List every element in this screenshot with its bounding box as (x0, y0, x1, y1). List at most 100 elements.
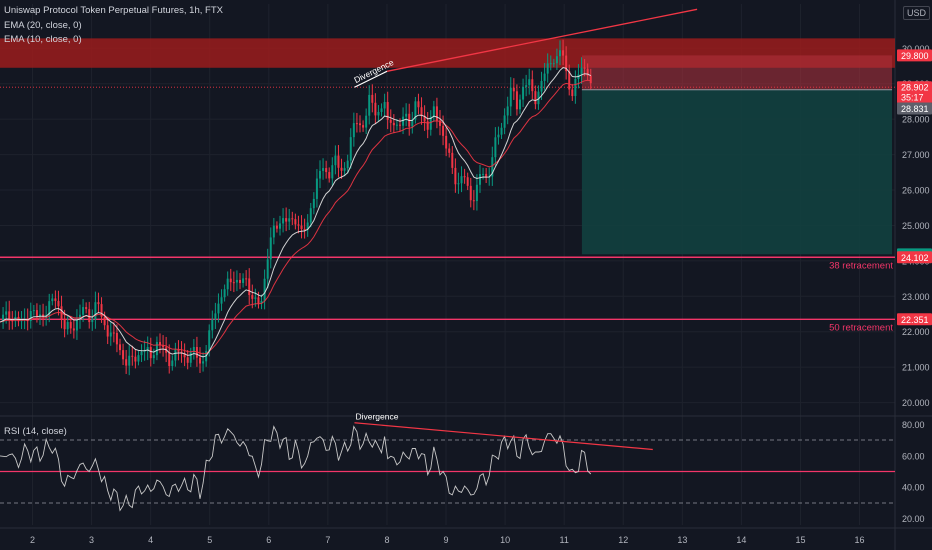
axes: 20.00021.00022.00023.00024.00025.00026.0… (30, 44, 932, 545)
candle-body (478, 173, 481, 185)
candle-body (318, 170, 321, 179)
candle-body (63, 318, 66, 330)
candle-body (208, 330, 211, 352)
candle-body (331, 165, 334, 179)
price-tick-label: 28.000 (902, 115, 930, 125)
candle-body (583, 67, 586, 69)
candle-body (232, 282, 235, 284)
legend-ema20[interactable]: EMA (20, close, 0) (4, 20, 82, 31)
candle-body (546, 63, 549, 74)
candle-body (88, 309, 91, 323)
candle-body (405, 113, 408, 117)
candle-body (358, 123, 361, 126)
candle-body (580, 67, 583, 75)
price-label-tag (897, 313, 932, 326)
candle-body (432, 106, 435, 117)
candle-body (509, 87, 512, 107)
candle-body (171, 360, 174, 367)
candle-body (235, 279, 238, 283)
candle-body (189, 352, 192, 363)
candle-body (518, 99, 521, 110)
candle-body (402, 116, 405, 126)
candle-body (325, 168, 328, 173)
price-tick-label: 27.000 (902, 150, 930, 160)
chart-title: Uniswap Protocol Token Perpetual Futures… (4, 5, 223, 16)
candle-body (109, 332, 112, 337)
price-tick-label: 22.000 (902, 327, 930, 337)
candle-body (565, 55, 568, 72)
candle-body (457, 183, 460, 185)
candle-body (106, 325, 109, 337)
candle-body (525, 85, 528, 87)
candle-body (140, 351, 143, 356)
candle-body (211, 319, 214, 331)
time-tick-label: 4 (148, 535, 153, 545)
currency-badge[interactable]: USD (903, 6, 931, 20)
candle-body (54, 298, 57, 301)
rsi-tick-label: 40.00 (902, 483, 925, 493)
candle-body (82, 307, 85, 315)
price-label-tag (897, 91, 932, 104)
candle-body (306, 222, 309, 230)
candle-body (506, 106, 509, 116)
candle-body (263, 278, 266, 302)
time-tick-label: 11 (560, 535, 569, 545)
price-tick-label: 21.000 (902, 363, 930, 373)
candle-body (463, 176, 466, 178)
candle-body (485, 173, 488, 178)
candle-body (512, 87, 515, 92)
time-tick-label: 16 (855, 535, 865, 545)
candle-body (377, 111, 380, 116)
time-tick-label: 10 (500, 535, 510, 545)
legend-ema10[interactable]: EMA (10, close, 0) (4, 34, 82, 45)
candle-body (112, 332, 115, 334)
candle-body (322, 168, 325, 171)
candle-body (475, 184, 478, 202)
time-tick-label: 14 (736, 535, 746, 545)
candle-body (146, 347, 149, 351)
candle-body (217, 303, 220, 314)
candle-body (337, 155, 340, 168)
candle-body (51, 298, 54, 302)
price-label-tag (897, 102, 932, 115)
candle-body (540, 80, 543, 92)
candle-body (32, 310, 35, 312)
candle-body (346, 160, 349, 169)
candle-body (469, 185, 472, 201)
candle-body (355, 123, 358, 125)
candle-body (494, 137, 497, 158)
candle-body (386, 102, 389, 120)
candle-body (202, 361, 205, 364)
candle-body (57, 300, 60, 307)
price-label-text: 35:17 (901, 93, 924, 103)
candle-body (549, 63, 552, 65)
candle-body (515, 91, 518, 110)
candle-body (398, 124, 401, 126)
candle-body (442, 125, 445, 136)
candle-body (562, 50, 565, 56)
candle-body (220, 297, 223, 304)
candle-body (214, 313, 217, 320)
price-tick-label: 26.000 (902, 186, 930, 196)
candle-body (260, 301, 263, 304)
candle-body (118, 344, 121, 351)
retracement-label: 38 retracement (829, 260, 893, 271)
candle-body (334, 155, 337, 166)
candle-body (251, 295, 254, 299)
rsi-pane: RSI (14, close) Divergence (0, 412, 895, 512)
time-tick-label: 15 (795, 535, 805, 545)
candle-body (380, 108, 383, 112)
candle-body (38, 314, 41, 317)
price-label-tag (897, 81, 932, 94)
candle-body (288, 218, 291, 222)
candle-body (371, 94, 374, 103)
candle-body (543, 73, 546, 81)
candle-body (72, 328, 75, 331)
time-tick-label: 3 (89, 535, 94, 545)
candle-body (238, 279, 241, 283)
candle-body (48, 301, 51, 316)
candle-body (103, 316, 106, 326)
candle-body (285, 218, 288, 222)
candle-body (158, 342, 161, 346)
